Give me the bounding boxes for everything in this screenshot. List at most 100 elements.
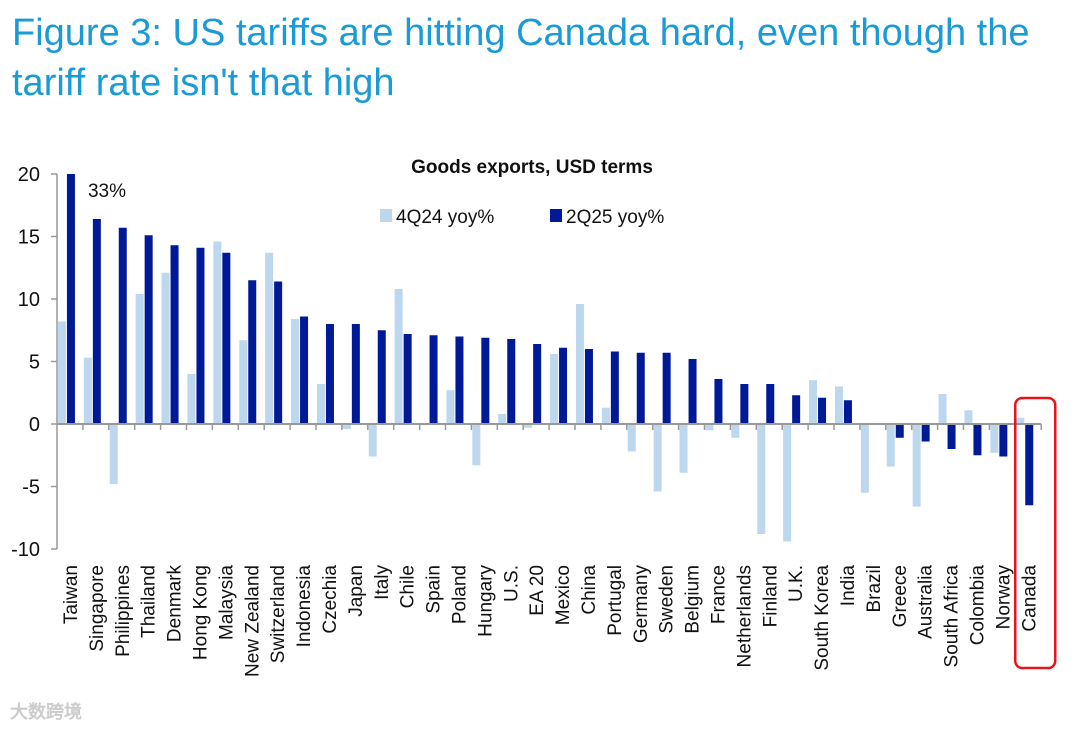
bar-4q24 (394, 289, 403, 424)
bar-2q25 (688, 359, 697, 424)
x-tick-label: Japan (346, 565, 367, 617)
x-tick-label: U.S. (501, 565, 522, 602)
y-tick-label: 20 (18, 164, 40, 186)
bar-2q25 (636, 352, 645, 424)
bar-2q25 (584, 349, 593, 424)
bar-2q25 (973, 424, 982, 456)
bar-4q24 (912, 424, 921, 507)
bar-2q25 (740, 384, 749, 424)
x-tick-label: New Zealand (242, 565, 263, 677)
y-tick-label: -10 (11, 539, 40, 561)
bar-4q24 (109, 424, 118, 484)
chart-title: Goods exports, USD terms (411, 157, 653, 178)
y-tick-label: 5 (29, 352, 40, 374)
watermark: 大数跨境 (10, 702, 82, 722)
bar-2q25 (248, 280, 257, 424)
x-tick-label: Philippines (113, 565, 134, 657)
bar-4q24 (239, 340, 248, 424)
bar-4q24 (135, 294, 144, 424)
x-tick-label: Thailand (139, 565, 160, 638)
bar-2q25 (999, 424, 1008, 457)
x-tick-label: Malaysia (216, 565, 237, 640)
bar-4q24 (446, 390, 455, 424)
bar-4q24 (472, 424, 481, 466)
x-tick-label: Czechia (320, 565, 341, 634)
bar-2q25 (118, 227, 127, 424)
legend-label: 4Q24 yoy% (396, 207, 494, 228)
bar-annotation: 33% (88, 181, 126, 202)
bar-4q24 (57, 321, 66, 424)
bar-2q25 (403, 334, 412, 424)
bar-2q25 (533, 344, 542, 424)
x-tick-label: Spain (424, 565, 445, 614)
x-tick-label: Sweden (657, 565, 678, 634)
bar-2q25 (92, 219, 101, 424)
x-tick-label: Canada (1019, 565, 1040, 632)
x-tick-label: Switzerland (268, 565, 289, 663)
bar-4q24 (575, 304, 584, 424)
bar-2q25 (1025, 424, 1034, 506)
x-tick-label: Norway (993, 565, 1014, 630)
bar-4q24 (757, 424, 766, 534)
legend-label: 2Q25 yoy% (566, 207, 664, 228)
y-tick-label: 10 (18, 289, 40, 311)
bar-2q25 (170, 245, 179, 424)
x-tick-label: China (579, 565, 600, 615)
bar-2q25 (559, 347, 568, 424)
bar-2q25 (714, 379, 723, 424)
bar-4q24 (627, 424, 636, 452)
x-tick-label: South Africa (942, 565, 963, 668)
bar-4q24 (161, 272, 170, 424)
x-tick-label: Indonesia (294, 565, 315, 648)
legend-swatch (380, 209, 392, 222)
bar-2q25 (792, 395, 801, 424)
bar-2q25 (144, 235, 153, 424)
bar-4q24 (342, 424, 351, 429)
bar-4q24 (705, 424, 714, 431)
x-tick-label: Brazil (864, 565, 885, 613)
bar-2q25 (921, 424, 930, 442)
x-tick-label: Denmark (165, 565, 186, 643)
highlight-box (1014, 396, 1057, 670)
bar-2q25 (662, 352, 671, 424)
bar-4q24 (368, 424, 377, 457)
bar-4q24 (653, 424, 662, 492)
bar-2q25 (66, 174, 75, 424)
bar-2q25 (947, 424, 956, 449)
x-tick-label: South Korea (812, 565, 833, 671)
bar-4q24 (187, 374, 196, 424)
bar-4q24 (679, 424, 688, 473)
x-tick-label: Germany (631, 565, 652, 644)
bar-2q25 (274, 281, 283, 424)
bar-2q25 (766, 384, 775, 424)
y-tick-label: 0 (29, 414, 40, 436)
bar-4q24 (834, 386, 843, 424)
x-tick-label: Italy (372, 565, 393, 600)
bar-2q25 (507, 339, 516, 424)
y-tick-label: 15 (18, 227, 40, 249)
bar-4q24 (809, 380, 818, 424)
bar-4q24 (83, 357, 92, 424)
bar-4q24 (783, 424, 792, 542)
bar-2q25 (610, 351, 619, 424)
bar-2q25 (351, 324, 360, 424)
x-tick-label: Colombia (967, 565, 988, 646)
bar-4q24 (213, 241, 222, 424)
x-tick-label: Singapore (87, 565, 108, 652)
bar-2q25 (377, 330, 386, 424)
x-tick-label: Australia (916, 565, 937, 639)
x-tick-label: EA 20 (527, 565, 548, 616)
bar-4q24 (550, 354, 559, 424)
x-tick-label: Portugal (605, 565, 626, 636)
x-tick-label: Netherlands (734, 565, 755, 667)
x-tick-label: U.K. (786, 565, 807, 602)
x-tick-label: Finland (760, 565, 781, 627)
bar-4q24 (498, 414, 507, 424)
bar-4q24 (938, 394, 947, 424)
legend-swatch (550, 209, 562, 222)
bar-2q25 (895, 424, 904, 438)
bar-4q24 (886, 424, 895, 467)
bar-2q25 (481, 337, 490, 424)
bar-4q24 (265, 252, 274, 424)
